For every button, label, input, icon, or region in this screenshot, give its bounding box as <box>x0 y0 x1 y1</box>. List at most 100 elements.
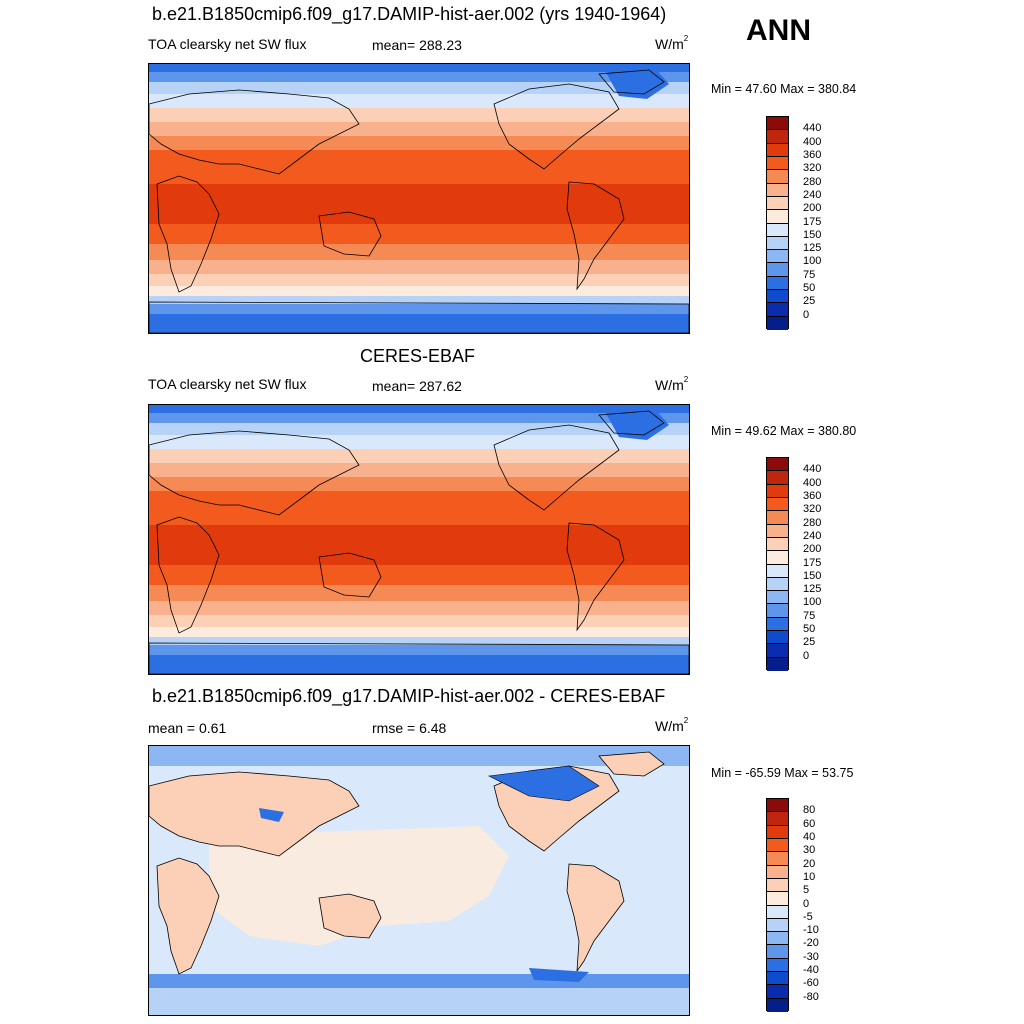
colorbar-swatch <box>767 657 788 671</box>
colorbar-swatch <box>767 825 788 839</box>
colorbar-swatch <box>767 852 788 866</box>
colorbar-label: 175 <box>803 215 822 228</box>
colorbar-label: 150 <box>803 228 822 241</box>
panel2-title: CERES-EBAF <box>360 346 476 366</box>
panel3-colorbar <box>766 798 789 1012</box>
colorbar-label: 240 <box>803 188 822 201</box>
colorbar-swatch <box>767 972 788 986</box>
colorbar-swatch <box>767 183 788 197</box>
panel3-mean: mean = 0.61 <box>148 720 227 736</box>
colorbar-swatch <box>767 577 788 592</box>
colorbar-label: 175 <box>803 556 822 569</box>
colorbar-swatch <box>767 484 788 498</box>
colorbar-swatch <box>767 196 788 211</box>
colorbar-swatch <box>767 223 788 237</box>
colorbar-label: 60 <box>803 817 816 830</box>
colorbar-swatch <box>767 156 788 171</box>
colorbar-swatch <box>767 511 788 525</box>
colorbar-label: 200 <box>803 202 822 215</box>
colorbar-swatch <box>767 918 788 933</box>
panel1-units: W/m2 <box>655 34 689 52</box>
colorbar-swatch <box>767 591 788 605</box>
panel1-map <box>148 63 690 334</box>
colorbar-swatch <box>767 117 788 131</box>
colorbar-label: 280 <box>803 516 822 529</box>
panel3-rmse: rmse = 6.48 <box>372 720 447 736</box>
colorbar-label: 320 <box>803 503 822 516</box>
panel2-variable-label: TOA clearsky net SW flux <box>148 376 307 392</box>
colorbar-swatch <box>767 458 788 472</box>
colorbar-label: 125 <box>803 242 822 255</box>
colorbar-swatch <box>767 617 788 632</box>
colorbar-label: -40 <box>803 964 819 977</box>
colorbar-label: 50 <box>803 623 816 636</box>
panel2-map <box>148 404 690 675</box>
colorbar-swatch <box>767 799 788 813</box>
colorbar-label: 0 <box>803 897 810 910</box>
colorbar-swatch <box>767 290 788 304</box>
colorbar-label: 75 <box>803 609 816 622</box>
colorbar-swatch <box>767 604 788 618</box>
colorbar-label: 20 <box>803 857 816 870</box>
panel2-units: W/m2 <box>655 375 689 393</box>
colorbar-swatch <box>767 250 788 264</box>
colorbar-label: 200 <box>803 543 822 556</box>
colorbar-swatch <box>767 537 788 552</box>
colorbar-label: 320 <box>803 162 822 175</box>
colorbar-label: 400 <box>803 135 822 148</box>
colorbar-swatch <box>767 497 788 512</box>
colorbar-label: 25 <box>803 295 816 308</box>
panel2-minmax: Min = 49.62 Max = 380.80 <box>711 424 857 438</box>
colorbar-swatch <box>767 210 788 224</box>
colorbar-swatch <box>767 878 788 893</box>
colorbar-label: 0 <box>803 308 810 321</box>
colorbar-label: 125 <box>803 583 822 596</box>
colorbar-swatch <box>767 932 788 946</box>
colorbar-label: 280 <box>803 175 822 188</box>
colorbar-label: 150 <box>803 569 822 582</box>
colorbar-label: -20 <box>803 937 819 950</box>
panel1-variable-label: TOA clearsky net SW flux <box>148 36 307 52</box>
colorbar-label: 0 <box>803 649 810 662</box>
panel2-colorbar <box>766 457 789 671</box>
colorbar-label: 100 <box>803 255 822 268</box>
colorbar-label: 360 <box>803 148 822 161</box>
colorbar-label: 5 <box>803 884 810 897</box>
panel3-units: W/m2 <box>655 716 689 734</box>
colorbar-label: -30 <box>803 950 819 963</box>
panel1-colorbar <box>766 116 789 330</box>
panel2-mean: mean= 287.62 <box>372 378 462 394</box>
colorbar-swatch <box>767 998 788 1012</box>
panel1-title: b.e21.B1850cmip6.f09_g17.DAMIP-hist-aer.… <box>152 4 667 24</box>
colorbar-label: 240 <box>803 529 822 542</box>
colorbar-swatch <box>767 644 788 658</box>
colorbar-label: -10 <box>803 924 819 937</box>
colorbar-swatch <box>767 631 788 645</box>
colorbar-label: 30 <box>803 844 816 857</box>
colorbar-label: -60 <box>803 977 819 990</box>
colorbar-label: 440 <box>803 463 822 476</box>
colorbar-swatch <box>767 263 788 277</box>
panel3-title: b.e21.B1850cmip6.f09_g17.DAMIP-hist-aer.… <box>152 686 666 706</box>
panel1-minmax: Min = 47.60 Max = 380.84 <box>711 82 857 96</box>
colorbar-swatch <box>767 564 788 578</box>
colorbar-swatch <box>767 276 788 291</box>
panel1-mean: mean= 288.23 <box>372 37 462 53</box>
colorbar-label: 400 <box>803 476 822 489</box>
colorbar-swatch <box>767 838 788 853</box>
colorbar-swatch <box>767 471 788 485</box>
colorbar-swatch <box>767 958 788 973</box>
panel3-minmax: Min = -65.59 Max = 53.75 <box>711 766 854 780</box>
panel3-map <box>148 745 690 1016</box>
colorbar-label: 440 <box>803 122 822 135</box>
season-label: ANN <box>746 14 811 47</box>
colorbar-label: 25 <box>803 636 816 649</box>
colorbar-label: 100 <box>803 596 822 609</box>
colorbar-swatch <box>767 892 788 906</box>
colorbar-label: 75 <box>803 268 816 281</box>
colorbar-label: 40 <box>803 830 816 843</box>
colorbar-swatch <box>767 812 788 826</box>
colorbar-swatch <box>767 524 788 538</box>
colorbar-swatch <box>767 316 788 330</box>
colorbar-swatch <box>767 303 788 317</box>
